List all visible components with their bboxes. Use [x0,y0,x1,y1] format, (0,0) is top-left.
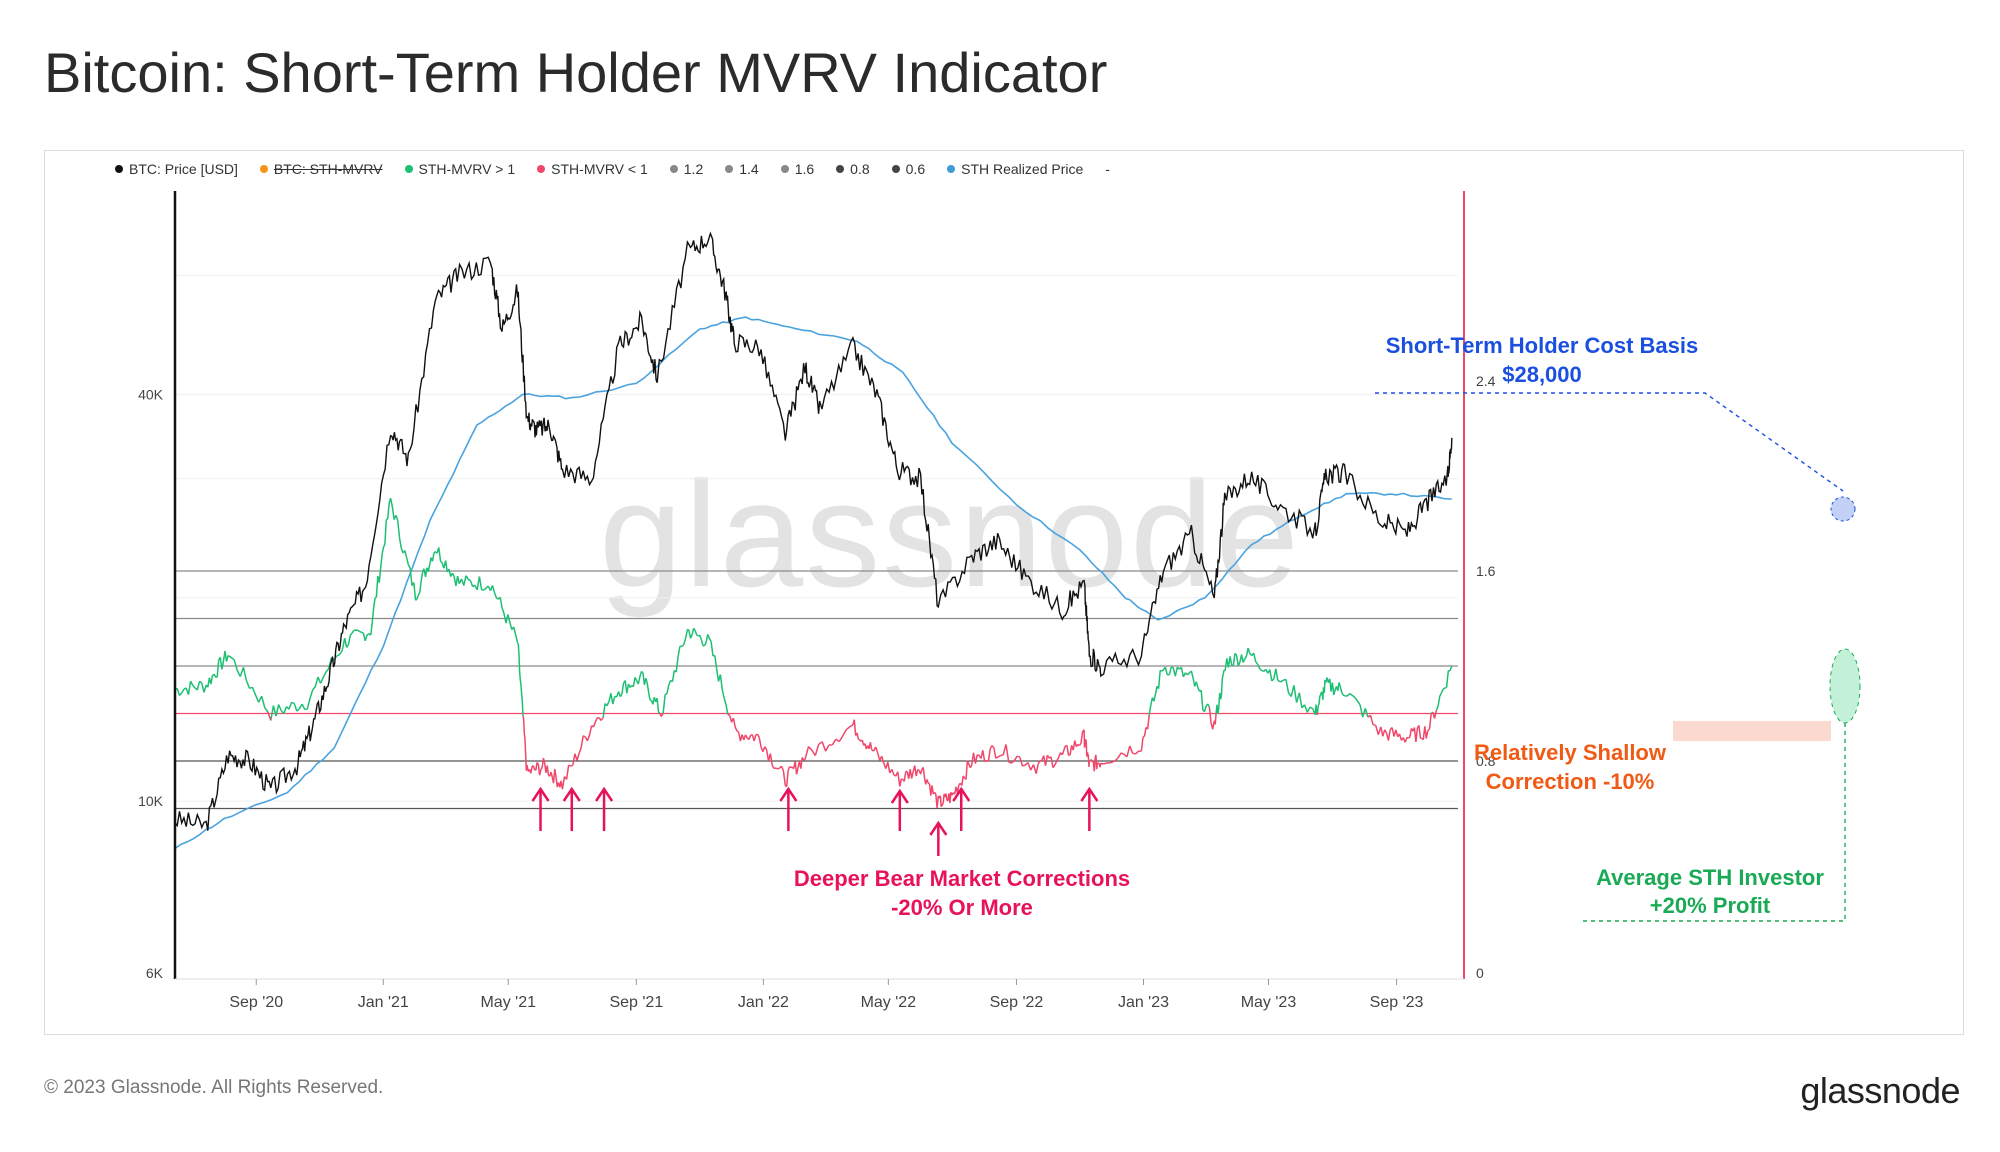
x-tick-label: May '22 [861,994,917,1011]
legend-label: 0.6 [905,161,926,177]
legend-item[interactable]: 1.2 [669,161,704,177]
profit-pointer-line [1580,723,1846,922]
profit-label-line1: Average STH Investor [1596,865,1824,890]
legend-dot-icon [836,165,845,173]
axes: Sep '20 Jan '21 May '21 Sep '21 Jan '22 May '… [138,191,1496,1011]
cost-basis-highlight-icon [1830,496,1856,522]
legend-item[interactable]: STH-MVRV < 1 [537,161,648,177]
cost-basis-label-line2: $28,000 [1502,362,1582,387]
legend-item[interactable]: BTC: STH-MVRV [259,161,383,177]
legend-item[interactable]: 1.6 [780,161,815,177]
y-left-tick-label: 10K [138,793,164,809]
sth-mvrv-below-one-line [267,707,1438,809]
legend-dot-icon [947,165,956,173]
x-tick-label: Sep '22 [990,994,1044,1011]
legend-label: - [1105,161,1110,177]
x-tick-label: Jan '23 [1118,994,1169,1011]
legend-dot-icon [404,165,413,173]
legend-item[interactable]: - [1105,161,1110,177]
cost-basis-label-line1: Short-Term Holder Cost Basis [1386,333,1699,358]
x-tick-label: May '23 [1241,994,1297,1011]
correction-arrowhead-icon [595,786,614,802]
chart-svg: glassnode Sep '20 Jan '21 May '21 Sep '21 Ja… [138,191,1861,1011]
shallow-correction-highlight [1673,721,1831,741]
legend-item[interactable]: BTC: Price [USD] [115,161,238,177]
x-tick-label: Jan '22 [738,994,789,1011]
profit-highlight-icon [1829,648,1861,724]
annotations: Short-Term Holder Cost Basis $28,000 Rel… [531,333,1861,922]
legend-dot-icon [891,165,900,173]
chart-legend: BTC: Price [USD] BTC: STH-MVRV STH-MVRV > … [115,161,1110,177]
profit-label-line2: +20% Profit [1650,893,1771,918]
shallow-label-line2: Correction -10% [1486,769,1655,794]
correction-arrowhead-icon [1080,786,1099,802]
reference-levels [175,570,1458,810]
legend-dot-icon [780,165,789,173]
legend-label: BTC: Price [USD] [129,161,238,177]
legend-label: 0.8 [850,161,870,177]
deep-label-line2: -20% Or More [891,895,1033,920]
legend-dot-icon [669,165,678,173]
shallow-label-line1: Relatively Shallow [1474,740,1667,765]
correction-arrowhead-icon [952,786,971,802]
copyright-text: © 2023 Glassnode. All Rights Reserved. [44,1077,384,1098]
correction-arrowhead-icon [890,788,909,804]
correction-arrowhead-icon [929,820,948,836]
x-tick-label: Jan '21 [358,994,409,1011]
watermark-text: glassnode [599,450,1301,618]
x-tick-label: Sep '23 [1370,994,1424,1011]
x-tick-label: Sep '21 [609,994,663,1011]
glassnode-logo: glassnode [1800,1070,1960,1111]
y-right-tick-label: 1.6 [1476,563,1496,579]
legend-label: 1.6 [794,161,815,177]
y-left-tick-label: 6K [146,965,164,981]
legend-label: STH-MVRV > 1 [418,161,516,177]
legend-item[interactable]: STH Realized Price [947,161,1083,177]
y-right-tick-label: 0 [1476,965,1484,981]
legend-dot-icon [115,165,123,173]
legend-dot-icon [259,165,268,173]
legend-label: STH-MVRV < 1 [551,161,648,177]
legend-label: BTC: STH-MVRV [273,161,383,177]
x-tick-label: May '21 [480,994,536,1011]
legend-dot-icon [537,165,546,173]
deep-label-line1: Deeper Bear Market Corrections [794,866,1130,891]
x-tick-label: Sep '20 [229,994,283,1011]
legend-dot-icon [725,165,734,173]
legend-label: 1.4 [739,161,759,177]
page-title: Bitcoin: Short-Term Holder MVRV Indicato… [44,41,1108,104]
legend-item[interactable]: 0.8 [836,161,870,177]
chart-frame: BTC: Price [USD] BTC: STH-MVRV STH-MVRV > … [44,150,1964,1035]
cost-basis-pointer-line [1375,392,1844,492]
legend-label: 1.2 [683,161,704,177]
sth-realized-price-line [174,316,1452,850]
legend-label: STH Realized Price [961,161,1084,177]
legend-item[interactable]: 1.4 [725,161,759,177]
correction-arrowhead-icon [531,786,550,802]
legend-item[interactable]: STH-MVRV > 1 [404,161,516,177]
y-right-tick-label: 2.4 [1476,373,1496,389]
correction-arrowhead-icon [562,786,581,802]
btc-price-line [174,231,1453,831]
y-left-tick-label: 40K [138,386,164,402]
legend-item[interactable]: 0.6 [891,161,926,177]
y-right-tick-label: 0.8 [1476,753,1496,769]
correction-arrowhead-icon [779,786,798,802]
